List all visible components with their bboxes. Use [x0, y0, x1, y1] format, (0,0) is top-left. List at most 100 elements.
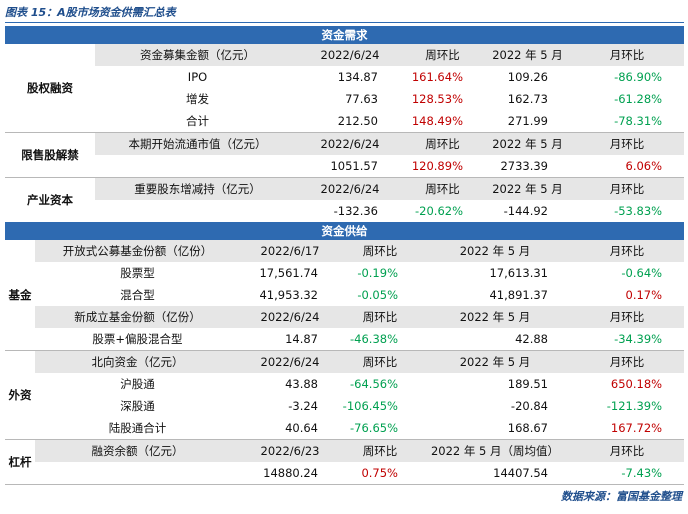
value-cell: 14407.54 — [420, 462, 570, 485]
column-header: 月环比 — [570, 44, 685, 66]
section-heading-row: 资金供给 — [5, 222, 685, 240]
row-label: 陆股通合计 — [35, 417, 240, 440]
value-cell: -0.64% — [621, 266, 663, 280]
value-cell: 40.64 — [240, 417, 340, 440]
column-header: 2022/6/24 — [300, 132, 400, 155]
column-header: 月环比 — [570, 306, 685, 328]
value-cell: 77.63 — [345, 92, 378, 106]
block-header-row: 产业资本 重要股东增减持（亿元） 2022/6/24 周环比 2022 年 5 月月环比 — [5, 177, 685, 223]
column-header: 月环比 — [570, 439, 685, 462]
metric-label: 重要股东增减持（亿元） — [95, 177, 300, 200]
data-row: 股票型 17,561.74 -0.19% 17,613.31 -0.64% — [5, 262, 684, 284]
value-cell: 109.26 — [507, 70, 548, 84]
value-cell: 162.73 — [507, 92, 548, 106]
value-cell: 271.99 — [485, 110, 570, 133]
section-table: 资金需求 股权融资 资金募集金额（亿元） 2022/6/24 周环比 2022 年 5 月… — [5, 26, 685, 223]
value-cell: -0.19% — [357, 266, 398, 280]
value-cell: -132.36 — [300, 200, 400, 223]
row-label — [95, 200, 300, 223]
column-header: 2022 年 5 月（周均值） — [420, 439, 570, 462]
row-label — [95, 155, 300, 178]
value-cell: 148.49% — [400, 110, 485, 133]
value-cell: 0.75% — [340, 462, 420, 485]
title: 图表 15：A股市场资金供需汇总表 — [5, 4, 684, 23]
data-row: 陆股通合计 40.64 -76.65% 168.67 167.72% — [5, 417, 685, 440]
column-header: 月环比 — [570, 132, 685, 155]
column-header: 2022/6/24 — [240, 350, 340, 373]
value-cell: -0.05% — [357, 288, 398, 302]
data-row: 增发 77.63 128.53% 162.73 -61.28% — [5, 88, 684, 110]
value-cell: -86.90% — [614, 70, 663, 84]
block-header-row: 限售股解禁 本期开始流通市值（亿元） 2022/6/24 周环比 2022 年 5 月月… — [5, 132, 685, 178]
group-label: 基金 — [5, 240, 35, 351]
section-heading-row: 资金需求 — [5, 26, 685, 44]
metric-label: 开放式公募基金份额（亿份） — [35, 240, 240, 262]
value-cell: 0.17% — [625, 288, 663, 302]
value-cell: 41,953.32 — [259, 288, 318, 302]
value-cell: 42.88 — [420, 328, 570, 351]
value-cell: 14880.24 — [240, 462, 340, 485]
column-header: 周环比 — [340, 439, 420, 462]
value-cell: -61.28% — [614, 92, 663, 106]
column-header: 周环比 — [400, 132, 485, 155]
row-label: 股票型 — [120, 266, 155, 280]
row-label: IPO — [187, 70, 208, 84]
column-header: 2022/6/24 — [300, 44, 400, 66]
column-header: 2022 年 5 月 — [420, 350, 570, 373]
row-label: 股票+偏股混合型 — [35, 328, 240, 351]
value-cell: 17,613.31 — [489, 266, 548, 280]
value-cell: -78.31% — [570, 110, 685, 133]
column-header: 周环比 — [400, 44, 485, 66]
data-row: 股票+偏股混合型 14.87 -46.38% 42.88 -34.39% — [5, 328, 685, 351]
row-label: 沪股通 — [120, 377, 155, 391]
value-cell: 17,561.74 — [259, 266, 318, 280]
group-label: 限售股解禁 — [5, 132, 95, 178]
data-row: 沪股通 43.88 -64.56% 189.51 650.18% — [5, 373, 684, 395]
block-header-row: 基金 开放式公募基金份额（亿份） 2022/6/17 周环比 2022 年 5 月月环比 — [5, 240, 685, 351]
group-label: 股权融资 — [5, 44, 95, 133]
section-heading: 资金供给 — [5, 222, 685, 240]
column-header: 周环比 — [340, 350, 420, 373]
row-label: 增发 — [186, 92, 209, 106]
value-cell: 41,891.37 — [489, 288, 548, 302]
value-cell: 212.50 — [300, 110, 400, 133]
value-cell: -3.24 — [288, 399, 318, 413]
value-cell: -64.56% — [350, 377, 398, 391]
value-cell: -106.45% — [342, 399, 398, 413]
value-cell: 168.67 — [420, 417, 570, 440]
metric-label: 本期开始流通市值（亿元） — [95, 132, 300, 155]
column-header: 2022 年 5 月 — [485, 132, 570, 155]
value-cell: 134.87 — [337, 70, 378, 84]
column-header: 月环比 — [570, 177, 685, 200]
value-cell: -53.83% — [570, 200, 685, 223]
value-cell: 1051.57 — [300, 155, 400, 178]
data-row: IPO 134.87 161.64% 109.26 -86.90% — [5, 66, 684, 88]
data-row: 1051.57 120.89% 2733.39 6.06% — [5, 155, 685, 178]
metric-label: 融资余额（亿元） — [35, 439, 240, 462]
column-header: 月环比 — [570, 350, 685, 373]
column-header: 周环比 — [340, 306, 420, 328]
source: 数据来源：富国基金整理 — [561, 490, 682, 503]
data-row: 混合型 41,953.32 -0.05% 41,891.37 0.17% — [5, 284, 684, 306]
value-cell: 43.88 — [285, 377, 318, 391]
value-cell: -7.43% — [570, 462, 685, 485]
block-header-row: 杠杆 融资余额（亿元） 2022/6/23 周环比 2022 年 5 月（周均值） 月环比 — [5, 439, 685, 485]
block-header-row: 股权融资 资金募集金额（亿元） 2022/6/24 周环比 2022 年 5 月月环比 — [5, 44, 685, 133]
value-cell: -121.39% — [606, 399, 663, 413]
value-cell: 6.06% — [570, 155, 685, 178]
value-cell: -76.65% — [340, 417, 420, 440]
column-header: 2022 年 5 月 — [420, 240, 570, 262]
value-cell: -20.62% — [400, 200, 485, 223]
column-header: 2022/6/23 — [240, 439, 340, 462]
data-row: 深股通 -3.24 -106.45% -20.84 -121.39% — [5, 395, 684, 417]
value-cell: 161.64% — [411, 70, 463, 84]
value-cell: 189.51 — [507, 377, 548, 391]
block-header-row: 新成立基金份额（亿份） 2022/6/24 周环比 2022 年 5 月月环比 — [5, 306, 685, 328]
value-cell: 167.72% — [570, 417, 685, 440]
group-label: 杠杆 — [5, 439, 35, 485]
value-cell: -144.92 — [485, 200, 570, 223]
value-cell: -34.39% — [570, 328, 685, 351]
data-row: -132.36 -20.62% -144.92 -53.83% — [5, 200, 685, 223]
value-cell: -46.38% — [340, 328, 420, 351]
